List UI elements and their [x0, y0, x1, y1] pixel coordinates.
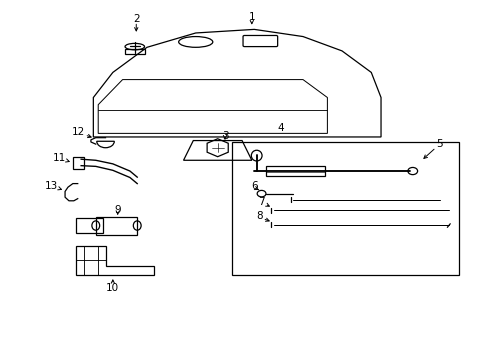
Text: 2: 2 [133, 14, 139, 24]
Bar [76, 218, 103, 233]
Text: 3: 3 [221, 131, 228, 141]
Text: 1: 1 [248, 12, 255, 22]
Text: 7: 7 [258, 197, 264, 207]
Text: 10: 10 [106, 283, 119, 293]
Text: 4: 4 [277, 123, 284, 133]
Text: 8: 8 [255, 211, 262, 221]
Text: 9: 9 [114, 206, 121, 216]
Bar [125, 49, 144, 54]
Text: 11: 11 [53, 153, 66, 163]
Text: 13: 13 [45, 181, 59, 192]
Text: 12: 12 [72, 127, 85, 136]
Text: 6: 6 [250, 181, 257, 192]
Bar [232, 142, 458, 275]
Bar [266, 166, 325, 176]
Text: 5: 5 [435, 139, 442, 149]
Bar [73, 157, 83, 168]
Bar [96, 217, 137, 234]
